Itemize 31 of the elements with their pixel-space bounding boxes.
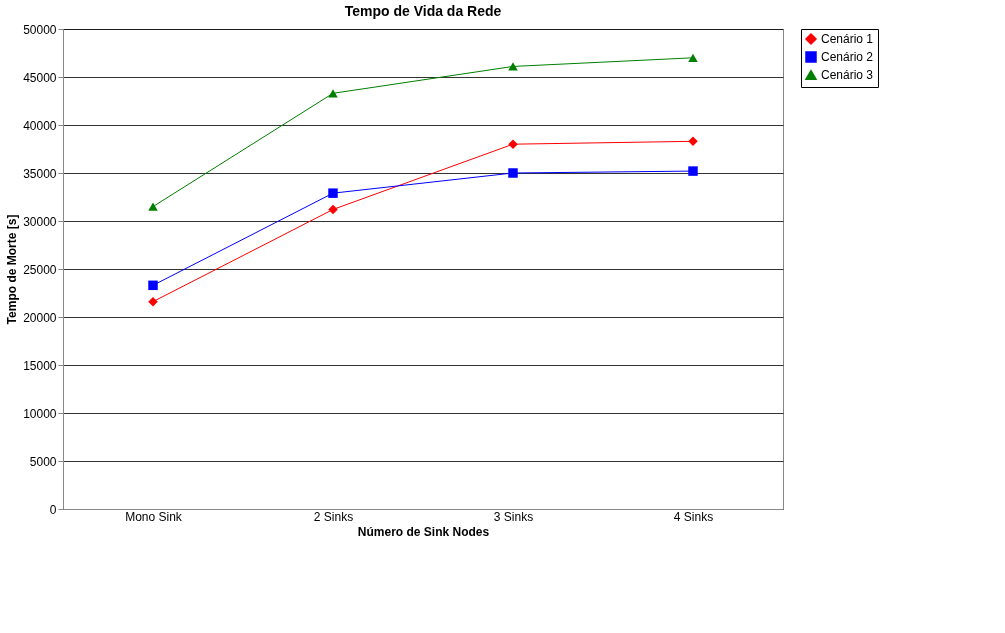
point [148, 280, 158, 291]
point [688, 166, 698, 176]
y-tick-label: 25000 [23, 262, 57, 277]
y-tick-label: 15000 [23, 358, 57, 373]
point [328, 204, 338, 215]
legend-label: Cenário 3 [821, 68, 874, 82]
x-tick-label: 3 Sinks [493, 509, 534, 524]
y-tick-label: 20000 [23, 310, 57, 325]
point [328, 188, 338, 198]
y-tick-label: 5000 [29, 454, 57, 469]
point [508, 168, 518, 178]
y-tick-label: 35000 [23, 166, 57, 181]
point [148, 202, 158, 211]
y-tick-label: 30000 [23, 214, 57, 229]
x-tick-label: Mono Sink [125, 509, 183, 524]
y-tick-label: 0 [49, 502, 57, 517]
y-tick-label: 10000 [23, 406, 57, 421]
point [508, 62, 518, 71]
y-axis-title: Tempo de Morte [s] [5, 214, 20, 325]
point [688, 53, 698, 62]
y-tick-label: 50000 [23, 22, 57, 37]
y-tick-label: 40000 [23, 118, 57, 133]
x-tick-label: 2 Sinks [313, 509, 354, 524]
x-tick-label: 4 Sinks [673, 509, 714, 524]
point [688, 136, 698, 147]
legend-label: Cenário 1 [821, 32, 874, 46]
x-axis-title: Número de Sink Nodes [357, 524, 490, 539]
legend-label: Cenário 2 [821, 50, 874, 64]
chart-title: Tempo de Vida da Rede [344, 3, 502, 19]
point [148, 296, 158, 307]
y-tick-label: 45000 [23, 70, 57, 85]
